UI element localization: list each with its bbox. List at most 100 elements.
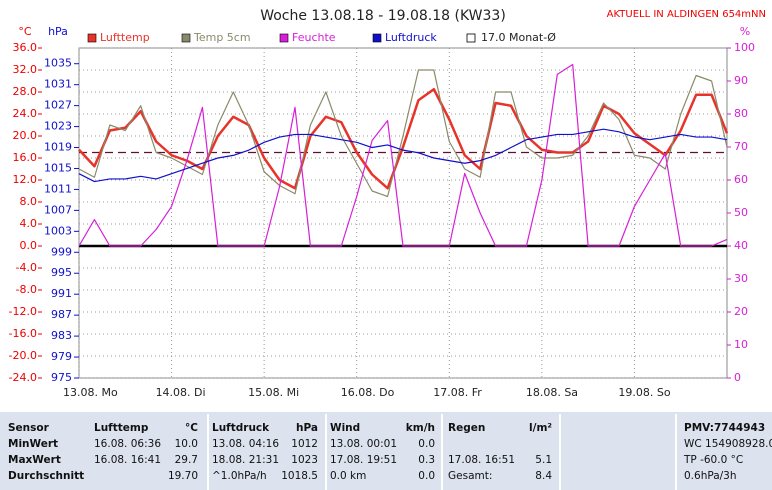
y2-tick-label: 1015	[44, 161, 72, 174]
table-cell: Wind	[330, 422, 360, 434]
table-cell: Regen	[448, 422, 485, 434]
y2-tick-label: 995	[51, 266, 72, 279]
table-cell: km/h	[406, 422, 435, 434]
y2-tick-label: 983	[51, 329, 72, 342]
y3-tick-label: 30	[734, 272, 748, 285]
table-cell: MaxWert	[8, 454, 61, 466]
y2-axis-unit: hPa	[48, 25, 68, 38]
y-tick-label: 20.0	[13, 129, 38, 142]
y2-tick-label: 1027	[44, 99, 72, 112]
y-tick-label: 8.0	[20, 195, 38, 208]
y-tick-label: 32.0	[13, 63, 38, 76]
table-cell: Durchschnitt	[8, 470, 84, 482]
table-cell: 0.0	[418, 470, 435, 482]
table-cell: TP -60.0 °C	[683, 454, 743, 466]
series-line	[78, 63, 728, 247]
y3-tick-label: 70	[734, 140, 748, 153]
y-axis-unit: °C	[18, 25, 32, 38]
y2-tick-label: 1011	[44, 182, 72, 195]
table-cell: ^1.0hPa/h	[212, 470, 267, 482]
table-cell: MinWert	[8, 438, 58, 450]
table-cell: Luftdruck	[212, 422, 270, 434]
y3-tick-label: 10	[734, 338, 748, 351]
legend-swatch	[87, 33, 97, 43]
table-cell: 16.08. 06:36	[94, 438, 161, 450]
table-background	[0, 412, 772, 490]
x-tick-label: 13.08. Mo	[63, 386, 118, 399]
y2-tick-label: 1023	[44, 120, 72, 133]
table-cell: hPa	[296, 422, 318, 434]
table-cell: 1012	[291, 438, 318, 450]
x-tick-label: 14.08. Di	[156, 386, 206, 399]
y-tick-label: 16.0	[13, 151, 38, 164]
plot-area	[78, 47, 728, 379]
table-cell: 0.6hPa/3h	[684, 470, 737, 482]
legend-label: 17.0 Monat-Ø	[481, 31, 556, 44]
y-tick-label: 28.0	[13, 85, 38, 98]
table-cell: WC 154908928.0	[684, 438, 772, 450]
y3-tick-label: 0	[734, 371, 741, 384]
table-cell: Sensor	[8, 422, 50, 434]
table-cell: 5.1	[535, 454, 552, 466]
y-tick-label: 0.0	[20, 239, 38, 252]
y3-tick-label: 40	[734, 239, 748, 252]
table-cell: 10.0	[175, 438, 198, 450]
y-tick-label: -20.0	[9, 349, 37, 362]
y2-tick-label: 1031	[44, 78, 72, 91]
y2-tick-label: 987	[51, 308, 72, 321]
y2-tick-label: 1035	[44, 57, 72, 70]
y3-tick-label: 60	[734, 173, 748, 186]
table-cell: 17.08. 16:51	[448, 454, 515, 466]
legend-swatch	[181, 33, 191, 43]
y3-tick-label: 100	[734, 41, 755, 54]
legend-label: Lufttemp	[100, 31, 150, 44]
legend-swatch	[279, 33, 289, 43]
y3-tick-label: 80	[734, 107, 748, 120]
table-cell: 19.70	[168, 470, 198, 482]
table-cell: 0.0	[418, 438, 435, 450]
y3-tick-label: 90	[734, 74, 748, 87]
y-tick-label: 12.0	[13, 173, 38, 186]
y2-tick-label: 1007	[44, 203, 72, 216]
table-cell: 8.4	[535, 470, 552, 482]
y-tick-label: 4.0	[20, 217, 38, 230]
table-cell: 13.08. 04:16	[212, 438, 279, 450]
table-cell: 1023	[291, 454, 318, 466]
x-tick-label: 19.08. So	[618, 386, 670, 399]
y3-axis-unit: %	[740, 25, 750, 38]
x-tick-label: 15.08. Mi	[248, 386, 299, 399]
subtitle: AKTUELL IN ALDINGEN 654mNN	[607, 9, 766, 20]
legend-label: Luftdruck	[385, 31, 437, 44]
y2-tick-label: 979	[51, 350, 72, 363]
x-tick-label: 18.08. Sa	[526, 386, 578, 399]
series-line	[78, 69, 728, 198]
table-cell: l/m²	[529, 422, 552, 434]
table-cell: 18.08. 21:31	[212, 454, 279, 466]
y-tick-label: 36.0	[13, 41, 38, 54]
y-tick-label: 24.0	[13, 107, 38, 120]
table-cell: Lufttemp	[94, 422, 149, 434]
series-line	[78, 128, 728, 183]
chart-title: Woche 13.08.18 - 19.08.18 (KW33)	[260, 8, 506, 24]
table-cell: 1018.5	[281, 470, 318, 482]
legend-label: Temp 5cm	[193, 31, 251, 44]
y-tick-label: -12.0	[9, 305, 37, 318]
table-cell: PMV:7744943	[684, 422, 765, 434]
y2-tick-label: 999	[51, 245, 72, 258]
y3-tick-label: 20	[734, 305, 748, 318]
table-cell: °C	[185, 422, 198, 434]
y2-tick-label: 1019	[44, 141, 72, 154]
y-tick-label: -8.0	[16, 283, 37, 296]
table-cell: 13.08. 00:01	[330, 438, 397, 450]
x-tick-label: 16.08. Do	[341, 386, 395, 399]
y2-tick-label: 1003	[44, 224, 72, 237]
y3-tick-label: 50	[734, 206, 748, 219]
table-cell: Gesamt:	[448, 470, 492, 482]
y-tick-label: -24.0	[9, 371, 37, 384]
table-cell: 17.08. 19:51	[330, 454, 397, 466]
legend-label: Feuchte	[292, 31, 336, 44]
table-cell: 16.08. 16:41	[94, 454, 161, 466]
legend-swatch	[466, 33, 476, 43]
table-cell: 0.0 km	[330, 470, 366, 482]
